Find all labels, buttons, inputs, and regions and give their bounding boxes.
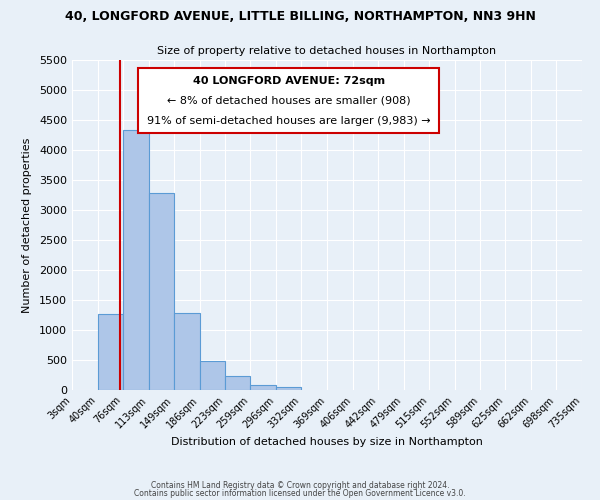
Y-axis label: Number of detached properties: Number of detached properties — [22, 138, 32, 312]
Text: Contains HM Land Registry data © Crown copyright and database right 2024.: Contains HM Land Registry data © Crown c… — [151, 481, 449, 490]
FancyBboxPatch shape — [139, 68, 439, 132]
Bar — [123, 130, 149, 390]
Text: ← 8% of detached houses are smaller (908): ← 8% of detached houses are smaller (908… — [167, 96, 410, 106]
Title: Size of property relative to detached houses in Northampton: Size of property relative to detached ho… — [157, 46, 497, 56]
Bar — [225, 376, 250, 390]
Text: 40, LONGFORD AVENUE, LITTLE BILLING, NORTHAMPTON, NN3 9HN: 40, LONGFORD AVENUE, LITTLE BILLING, NOR… — [65, 10, 535, 23]
X-axis label: Distribution of detached houses by size in Northampton: Distribution of detached houses by size … — [171, 437, 483, 447]
Bar — [199, 361, 225, 390]
Bar — [98, 314, 123, 390]
Bar — [250, 385, 276, 390]
Text: 91% of semi-detached houses are larger (9,983) →: 91% of semi-detached houses are larger (… — [147, 116, 431, 126]
Text: 40 LONGFORD AVENUE: 72sqm: 40 LONGFORD AVENUE: 72sqm — [193, 76, 385, 86]
Bar — [174, 312, 199, 390]
Text: Contains public sector information licensed under the Open Government Licence v3: Contains public sector information licen… — [134, 488, 466, 498]
Bar — [276, 387, 301, 390]
Bar — [149, 192, 174, 390]
